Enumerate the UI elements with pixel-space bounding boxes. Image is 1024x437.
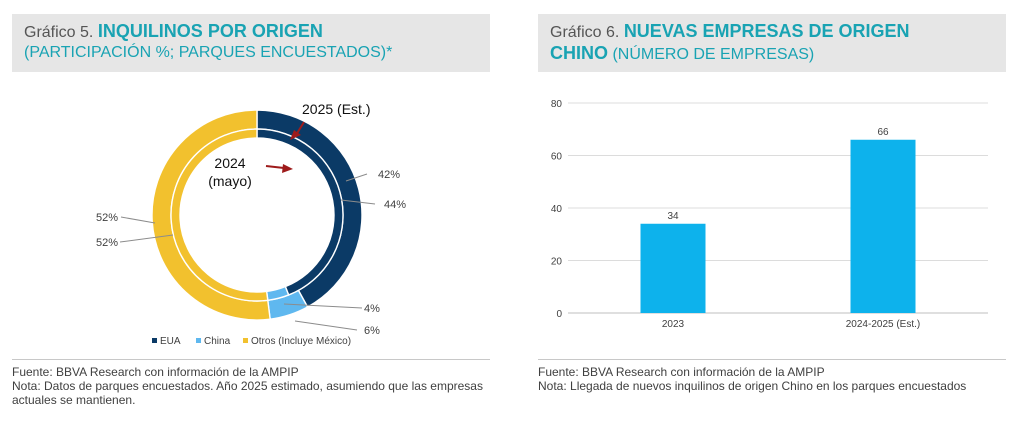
chart-title-line2: CHINO xyxy=(550,43,608,63)
chart-header: Gráfico 6. NUEVAS EMPRESAS DE ORIGEN CHI… xyxy=(538,14,1006,72)
source-text: Fuente: BBVA Research con información de… xyxy=(12,365,299,379)
annotation-arrowhead-2025 xyxy=(290,130,301,140)
chart-label: Gráfico 6. xyxy=(550,24,620,41)
y-tick-label-20: 20 xyxy=(551,257,563,268)
note-text: Nota: Datos de parques encuestados. Año … xyxy=(12,379,483,407)
donut-slice-inner-otros xyxy=(170,128,269,302)
bar-value-label-2: 66 xyxy=(877,127,889,138)
source-text: Fuente: BBVA Research con información de… xyxy=(538,365,825,379)
chart-footnote: Fuente: BBVA Research con información de… xyxy=(12,359,490,407)
chart-footnote: Fuente: BBVA Research con información de… xyxy=(538,359,1006,393)
chart-subtitle: (NÚMERO DE EMPRESAS) xyxy=(612,46,815,63)
legend-label-3: Otros (Incluye México) xyxy=(251,336,351,347)
legend-swatch-3 xyxy=(243,338,248,343)
data-label-eua-2025-leader xyxy=(345,173,368,182)
data-label-china-2024-leader xyxy=(283,303,363,309)
chart-header: Gráfico 5. INQUILINOS POR ORIGEN (PARTIC… xyxy=(12,14,490,72)
data-label-otros-2024: 52% xyxy=(96,237,118,249)
chart-title: INQUILINOS POR ORIGEN xyxy=(97,21,323,41)
bar-2 xyxy=(850,139,916,313)
data-label-eua-2024-leader xyxy=(340,199,376,205)
data-label-china-2025: 6% xyxy=(364,325,380,337)
data-label-otros-2025-leader xyxy=(120,216,156,224)
legend-swatch-1 xyxy=(152,338,157,343)
annotation-2024-year: 2024 xyxy=(214,155,245,171)
annotation-2024-month: (mayo) xyxy=(208,173,252,189)
legend-label-2: China xyxy=(204,336,231,347)
legend-swatch-2 xyxy=(196,338,201,343)
y-tick-label-0: 0 xyxy=(556,309,562,320)
chart-panel-tenants: Gráfico 5. INQUILINOS POR ORIGEN (PARTIC… xyxy=(12,14,490,407)
x-tick-label-1: 2023 xyxy=(662,319,685,330)
data-label-china-2024: 4% xyxy=(364,303,380,315)
bar-chart: 0 20 40 60 80 34 2023 66 2024-2025 (Est.) xyxy=(551,99,988,330)
annotation-2025: 2025 (Est.) xyxy=(302,101,370,117)
chart-label: Gráfico 5. xyxy=(24,24,94,41)
y-tick-label-80: 80 xyxy=(551,99,563,110)
data-label-eua-2024: 44% xyxy=(384,199,406,211)
legend-label-1: EUA xyxy=(160,336,181,347)
donut-chart: 2025 (Est.) 2024 (mayo) 42% 44% 4% 6% 52% 52% EUA… xyxy=(96,101,406,347)
bar-value-label-1: 34 xyxy=(667,211,679,222)
data-label-eua-2025: 42% xyxy=(378,169,400,181)
chart-title-line1: NUEVAS EMPRESAS DE ORIGEN xyxy=(623,21,910,41)
data-label-china-2025-leader xyxy=(294,320,358,331)
chart-subtitle: (PARTICIPACIÓN %; PARQUES ENCUESTADOS)* xyxy=(24,44,393,61)
data-label-otros-2025: 52% xyxy=(96,212,118,224)
y-tick-label-40: 40 xyxy=(551,204,563,215)
data-label-otros-2024-leader xyxy=(119,234,174,243)
bar-1 xyxy=(640,223,706,313)
x-tick-label-2: 2024-2025 (Est.) xyxy=(846,319,921,330)
chart-panel-new-companies: Gráfico 6. NUEVAS EMPRESAS DE ORIGEN CHI… xyxy=(538,14,1006,393)
y-tick-label-60: 60 xyxy=(551,152,563,163)
annotation-arrow-2024 xyxy=(265,165,285,169)
annotation-arrowhead-2024 xyxy=(282,164,293,173)
note-text: Nota: Llegada de nuevos inquilinos de or… xyxy=(538,379,967,393)
